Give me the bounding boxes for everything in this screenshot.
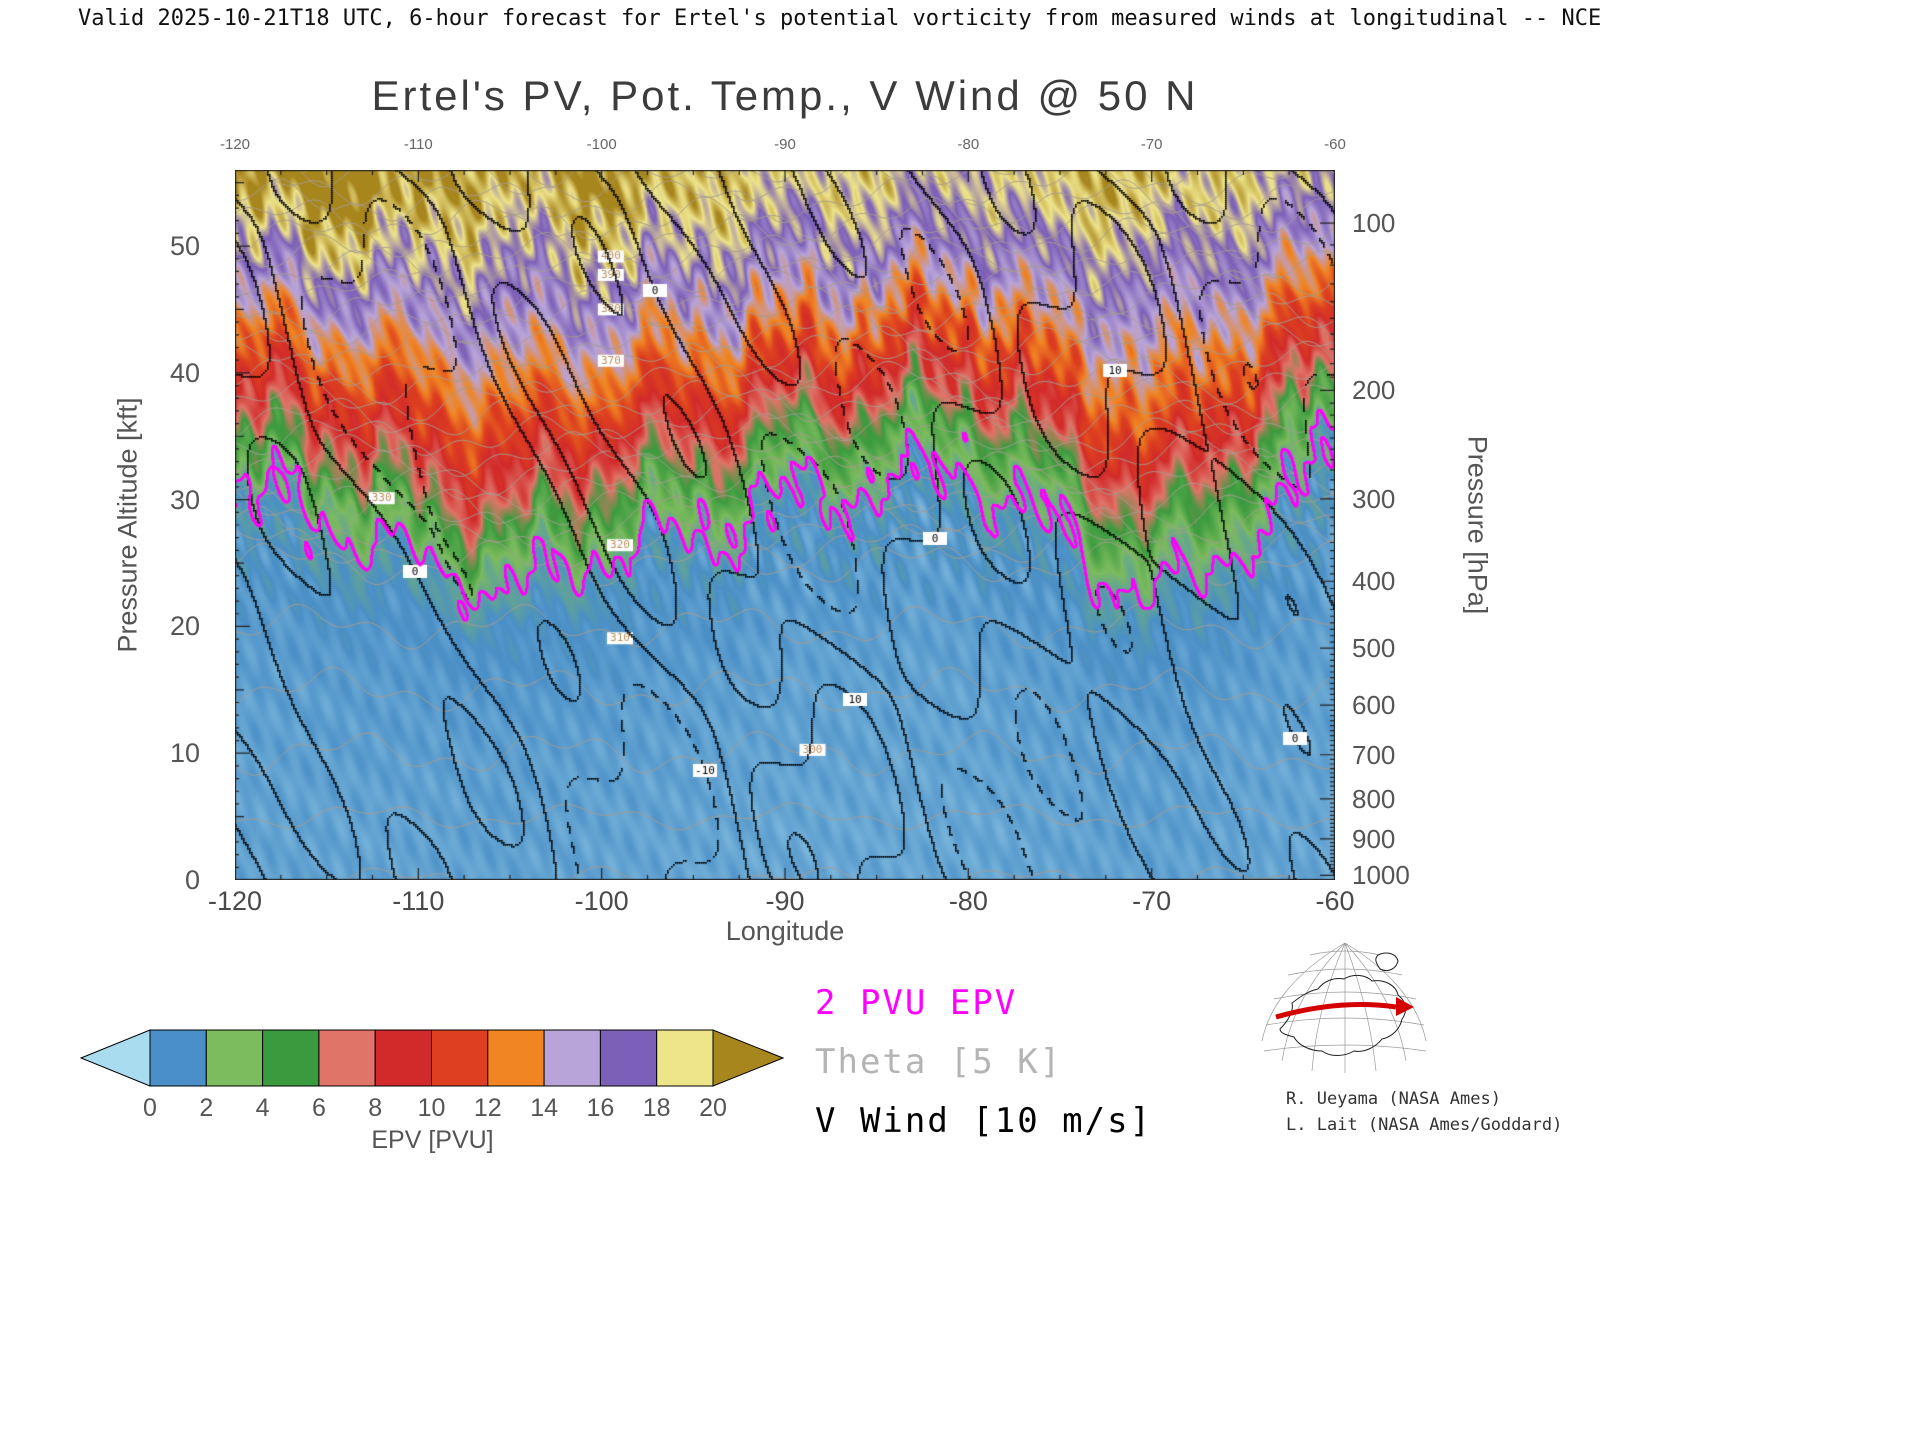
altitude-tick-label: 10 [169, 738, 200, 769]
colorbar-segment [318, 1029, 376, 1087]
colorbar-label: EPV [PVU] [371, 1126, 494, 1154]
colorbar-tick-label: 10 [417, 1094, 446, 1122]
pressure-tick-label: 1000 [1352, 860, 1410, 891]
legend: 2 PVU EPV Theta [5 K] V Wind [10 m/s] [815, 983, 1152, 1160]
altitude-tick-label: 0 [184, 865, 200, 895]
colorbar-graphic [79, 1029, 785, 1087]
x-tick-label: -110 [392, 886, 445, 916]
validity-header: Valid 2025-10-21T18 UTC, 6-hour forecast… [78, 6, 1602, 31]
colorbar-over-arrow [712, 1029, 785, 1087]
top-x-tick-label: -110 [403, 136, 433, 153]
legend-item-2: V Wind [10 m/s] [815, 1101, 1153, 1141]
x-tick-label: -70 [1132, 886, 1172, 916]
colorbar-segment [487, 1029, 545, 1087]
pressure-tick-label: 400 [1352, 566, 1396, 597]
colorbar-segment [599, 1029, 658, 1087]
top-x-tick-label: -120 [219, 136, 251, 153]
colorbar-tick-label: 14 [530, 1094, 558, 1122]
credit-line-1: R. Ueyama (NASA Ames) [1286, 1089, 1501, 1109]
colorbar-tick-label: 4 [255, 1094, 270, 1122]
x-tick-label: -100 [574, 886, 629, 916]
credits: R. Ueyama (NASA Ames) L. Lait (NASA Ames… [1286, 1086, 1562, 1138]
pressure-tick-label: 900 [1352, 823, 1396, 854]
altitude-tick-label: 30 [169, 484, 200, 515]
credit-line-2: L. Lait (NASA Ames/Goddard) [1286, 1115, 1563, 1135]
x-tick-label: -120 [207, 886, 263, 916]
colorbar-segment [656, 1029, 714, 1087]
epv-field-canvas [235, 170, 1335, 880]
colorbar-tick-label: 16 [586, 1094, 615, 1122]
altitude-tick-label: 20 [169, 611, 200, 642]
colorbar-tick-label: 0 [143, 1094, 157, 1122]
figure-title: Ertel's PV, Pot. Temp., V Wind @ 50 N [371, 72, 1199, 119]
pressure-tick-label: 300 [1352, 483, 1396, 514]
colorbar-tick-label: 20 [699, 1094, 727, 1122]
legend-item-0: 2 PVU EPV [815, 983, 1018, 1023]
x-tick-label: -90 [765, 886, 805, 916]
pressure-tick-label: 200 [1352, 375, 1396, 406]
x-tick-label: -80 [948, 886, 988, 916]
colorbar-segment [205, 1029, 264, 1087]
top-x-tick-label: -100 [586, 136, 617, 153]
colorbar-segment [543, 1029, 601, 1087]
colorbar [79, 1028, 785, 1092]
colorbar-tick-label: 2 [199, 1094, 214, 1122]
colorbar-segment [149, 1029, 207, 1087]
top-x-tick-label: -80 [957, 136, 980, 153]
inset-globe-map [1261, 942, 1427, 1073]
graticule [1261, 942, 1427, 1073]
right-axis-title: Pressure [hPa] [1462, 435, 1493, 615]
x-tick-label: -60 [1315, 886, 1355, 916]
legend-item-1: Theta [5 K] [815, 1042, 1063, 1082]
colorbar-tick-label: 18 [642, 1094, 671, 1122]
top-x-tick-label: -60 [1324, 136, 1346, 153]
colorbar-tick-label: 12 [473, 1094, 502, 1122]
curtain-plot [235, 170, 1335, 880]
colorbar-segment [374, 1029, 433, 1087]
left-axis-title: Pressure Altitude [kft] [112, 397, 143, 653]
colorbar-under-arrow [79, 1029, 151, 1087]
colorbar-tick-label: 8 [368, 1094, 383, 1122]
pressure-tick-label: 800 [1352, 783, 1396, 814]
altitude-tick-label: 50 [169, 231, 200, 262]
altitude-tick-label: 40 [169, 357, 200, 388]
colorbar-tick-label: 6 [311, 1094, 326, 1122]
colorbar-segment [431, 1029, 489, 1087]
latitude-50n-arrow [1275, 997, 1414, 1020]
pressure-tick-label: 100 [1352, 208, 1396, 239]
top-x-tick-label: -90 [774, 136, 796, 153]
x-axis-title: Longitude [725, 916, 845, 946]
top-x-tick-label: -70 [1140, 136, 1163, 153]
pressure-tick-label: 500 [1352, 633, 1396, 664]
pressure-tick-label: 600 [1352, 690, 1396, 721]
colorbar-segment [262, 1029, 320, 1087]
pressure-tick-label: 700 [1352, 739, 1396, 770]
